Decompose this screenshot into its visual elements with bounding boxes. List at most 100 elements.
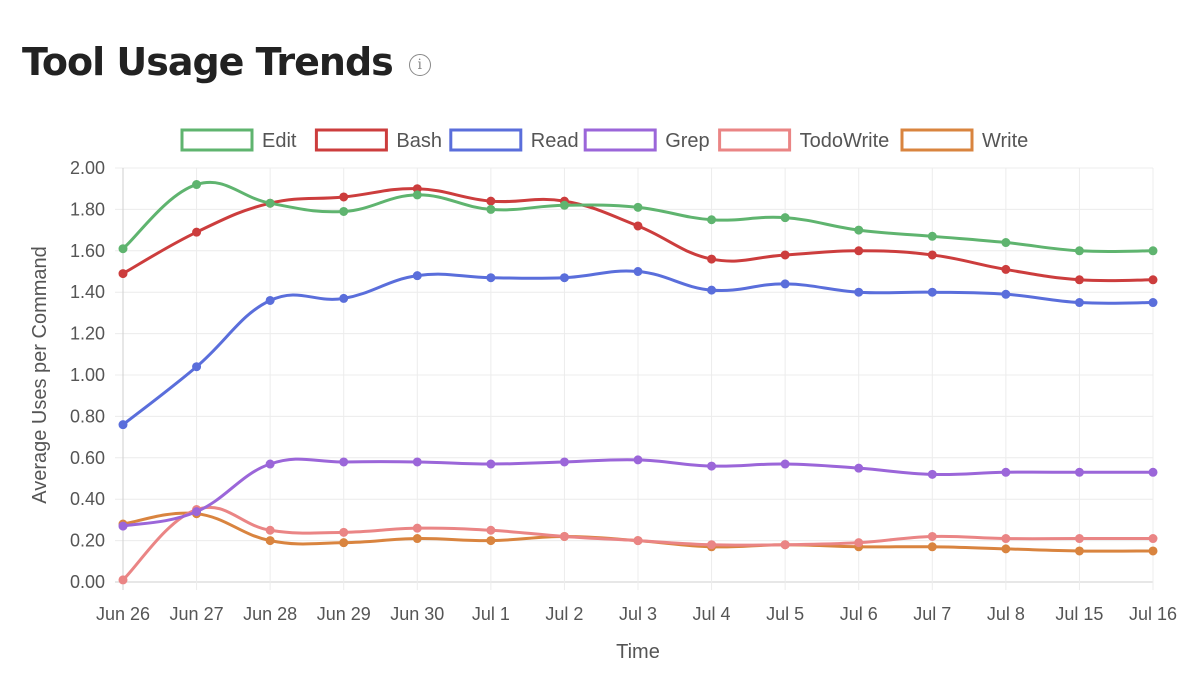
data-point-bash[interactable] <box>780 250 790 260</box>
data-point-edit[interactable] <box>927 231 937 241</box>
data-point-grep[interactable] <box>1074 467 1084 477</box>
data-point-grep[interactable] <box>265 459 275 469</box>
legend-item-read[interactable]: Read <box>449 128 579 152</box>
data-point-write[interactable] <box>1148 546 1158 556</box>
data-point-read[interactable] <box>707 285 717 295</box>
x-tick-label: Jul 1 <box>472 604 510 624</box>
data-point-grep[interactable] <box>1148 467 1158 477</box>
data-point-write[interactable] <box>412 534 422 544</box>
data-point-todowrite[interactable] <box>412 523 422 533</box>
x-tick-label: Jun 27 <box>170 604 224 624</box>
series-read <box>118 267 1158 430</box>
data-point-edit[interactable] <box>559 200 569 210</box>
data-point-grep[interactable] <box>1001 467 1011 477</box>
data-point-edit[interactable] <box>265 198 275 208</box>
data-point-read[interactable] <box>412 271 422 281</box>
data-point-todowrite[interactable] <box>486 525 496 535</box>
data-point-grep[interactable] <box>192 507 202 517</box>
data-point-edit[interactable] <box>192 180 202 190</box>
data-point-todowrite[interactable] <box>1074 534 1084 544</box>
data-point-todowrite[interactable] <box>559 531 569 541</box>
data-point-write[interactable] <box>486 536 496 546</box>
data-point-todowrite[interactable] <box>265 525 275 535</box>
data-point-read[interactable] <box>1001 289 1011 299</box>
data-point-todowrite[interactable] <box>927 531 937 541</box>
data-point-write[interactable] <box>927 542 937 552</box>
data-point-grep[interactable] <box>780 459 790 469</box>
data-point-bash[interactable] <box>118 269 128 279</box>
data-point-todowrite[interactable] <box>780 540 790 550</box>
legend-label: Grep <box>665 130 709 152</box>
info-circle-icon[interactable]: i <box>408 54 431 76</box>
data-point-edit[interactable] <box>339 206 349 216</box>
data-point-read[interactable] <box>1148 298 1158 308</box>
legend-label: Bash <box>396 130 442 152</box>
data-point-read[interactable] <box>780 279 790 289</box>
data-point-bash[interactable] <box>192 227 202 237</box>
x-axis-ticks: Jun 26 Jun 27 Jun 28 Jun 29 Jun 30 Jul 1 Jul 2… <box>96 604 1177 624</box>
legend-label: Edit <box>262 130 297 152</box>
data-point-grep[interactable] <box>707 461 717 471</box>
data-point-todowrite[interactable] <box>118 575 128 585</box>
data-point-bash[interactable] <box>486 196 496 206</box>
data-point-bash[interactable] <box>927 250 937 260</box>
data-point-edit[interactable] <box>412 190 422 200</box>
data-point-edit[interactable] <box>633 202 643 212</box>
x-tick-label: Jul 16 <box>1129 604 1177 624</box>
legend-item-write[interactable]: Write <box>900 128 1028 152</box>
data-point-write[interactable] <box>1074 546 1084 556</box>
data-point-todowrite[interactable] <box>707 540 717 550</box>
legend-item-edit[interactable]: Edit <box>180 128 297 152</box>
data-point-todowrite[interactable] <box>339 527 349 537</box>
data-point-bash[interactable] <box>1074 275 1084 285</box>
data-point-edit[interactable] <box>854 225 864 235</box>
data-point-read[interactable] <box>486 273 496 283</box>
data-point-edit[interactable] <box>1148 246 1158 256</box>
data-point-bash[interactable] <box>1001 264 1011 274</box>
x-axis-label: Time <box>616 641 660 663</box>
data-point-todowrite[interactable] <box>1148 534 1158 544</box>
data-point-todowrite[interactable] <box>1001 534 1011 544</box>
data-point-read[interactable] <box>339 293 349 303</box>
data-point-bash[interactable] <box>633 221 643 231</box>
legend-item-bash[interactable]: Bash <box>314 128 442 152</box>
data-point-write[interactable] <box>1001 544 1011 554</box>
data-point-grep[interactable] <box>633 455 643 465</box>
data-point-bash[interactable] <box>1148 275 1158 285</box>
data-point-todowrite[interactable] <box>854 538 864 548</box>
data-point-write[interactable] <box>265 536 275 546</box>
legend-item-grep[interactable]: Grep <box>583 128 710 152</box>
data-point-read[interactable] <box>118 420 128 430</box>
data-point-read[interactable] <box>265 295 275 305</box>
x-tick-label: Jul 7 <box>913 604 951 624</box>
data-point-edit[interactable] <box>1001 238 1011 248</box>
data-point-grep[interactable] <box>412 457 422 467</box>
data-point-read[interactable] <box>1074 298 1084 308</box>
data-point-edit[interactable] <box>486 204 496 214</box>
data-point-bash[interactable] <box>339 192 349 202</box>
data-point-edit[interactable] <box>1074 246 1084 256</box>
y-tick-label: 1.00 <box>70 365 105 385</box>
data-point-bash[interactable] <box>707 254 717 264</box>
data-point-read[interactable] <box>559 273 569 283</box>
data-point-grep[interactable] <box>559 457 569 467</box>
data-point-read[interactable] <box>633 267 643 276</box>
data-point-grep[interactable] <box>486 459 496 469</box>
data-point-grep[interactable] <box>339 457 349 467</box>
data-point-grep[interactable] <box>118 521 128 531</box>
data-point-read[interactable] <box>854 287 864 297</box>
data-point-grep[interactable] <box>854 463 864 473</box>
x-tick-label: Jun 29 <box>317 604 371 624</box>
data-point-edit[interactable] <box>780 213 790 223</box>
data-point-read[interactable] <box>192 362 202 372</box>
data-point-todowrite[interactable] <box>633 536 643 546</box>
data-point-bash[interactable] <box>854 246 864 256</box>
y-tick-label: 1.80 <box>70 199 105 219</box>
data-point-edit[interactable] <box>118 244 128 254</box>
data-point-edit[interactable] <box>707 215 717 225</box>
data-point-read[interactable] <box>927 287 937 297</box>
data-point-write[interactable] <box>339 538 349 548</box>
data-point-grep[interactable] <box>927 469 937 479</box>
legend-item-todowrite[interactable]: TodoWrite <box>718 128 890 152</box>
legend-label: TodoWrite <box>800 130 890 152</box>
